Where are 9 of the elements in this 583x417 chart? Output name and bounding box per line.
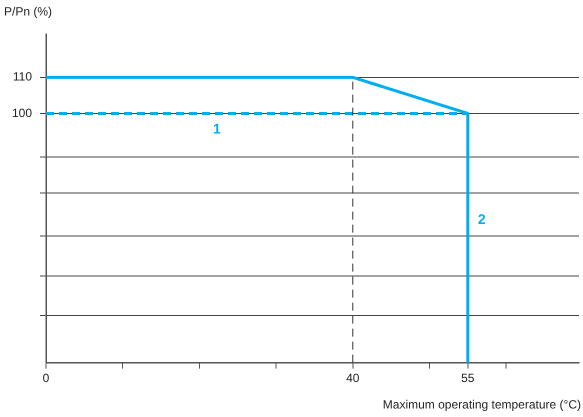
y-tick-label: 110 — [12, 70, 32, 84]
annotation: 2 — [478, 210, 486, 227]
x-tick-label: 40 — [346, 371, 360, 386]
x-axis-title: Maximum operating temperature (°C) — [382, 397, 581, 412]
x-tick-label: 0 — [42, 371, 50, 386]
annotation: 1 — [213, 120, 222, 136]
x-tick-label: 55 — [461, 371, 475, 386]
y-axis-title: P/Pn (%) — [4, 4, 52, 18]
y-tick-label: 100 — [12, 106, 32, 120]
